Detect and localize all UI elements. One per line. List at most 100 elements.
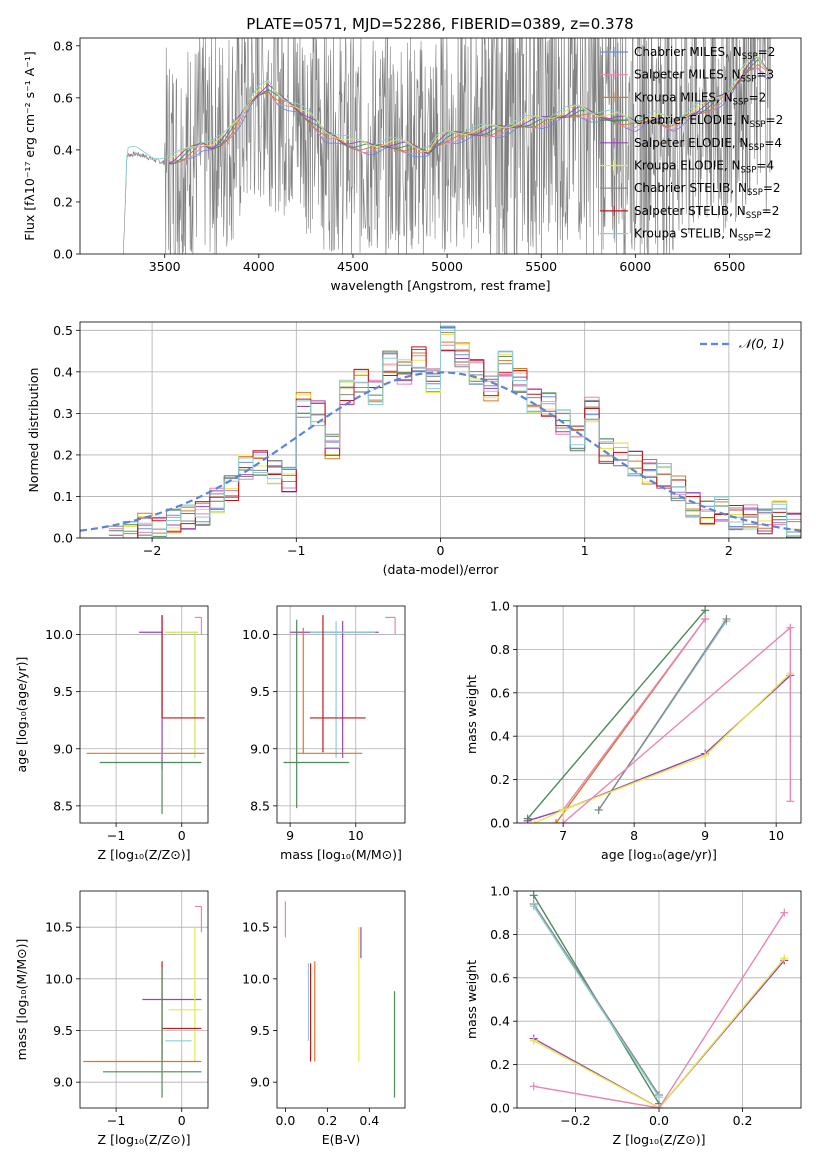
x-axis-label: wavelength [Angstrom, rest frame]	[330, 278, 550, 293]
y-axis-label: Normed distribution	[26, 368, 41, 493]
x-axis-label: mass [log₁₀(M/M⊙)]	[280, 847, 402, 862]
y-tick-label: 0.3	[53, 406, 73, 421]
x-tick-label: 0.2	[733, 1113, 753, 1128]
y-tick-label: 10.0	[45, 971, 73, 986]
x-tick-label: 8	[630, 828, 638, 843]
y-axis-label: age [log₁₀(age/yr)]	[14, 657, 29, 773]
x-tick-label: 6500	[714, 259, 746, 274]
y-tick-label: 0.8	[490, 927, 510, 942]
legend: 𝒩(0, 1)	[700, 336, 785, 351]
legend-entry: Salpeter ELODIE, NSSP=4	[634, 136, 782, 153]
x-axis-label: E(B-V)	[322, 1132, 361, 1147]
weight-marker	[552, 819, 561, 823]
y-tick-label: 1.0	[490, 599, 510, 614]
normal-curve	[80, 371, 801, 532]
y-tick-label: 0.8	[490, 642, 510, 657]
y-tick-label: 9.0	[53, 1075, 73, 1090]
weight-marker	[701, 615, 710, 624]
x-axis-label: age [log₁₀(age/yr)]	[601, 847, 717, 862]
grid	[80, 606, 208, 823]
weight-line	[533, 957, 785, 1108]
x-tick-label: 10	[768, 828, 784, 843]
legend-entry: Kroupa STELIB, NSSP=2	[634, 227, 772, 244]
plot-area	[283, 615, 396, 809]
legend-entry: Kroupa MILES, NSSP=2	[634, 90, 766, 107]
weight-marker	[523, 816, 532, 823]
x-axis-label: Z [log₁₀(Z/Z⊙)]	[613, 1132, 706, 1147]
weight-marker	[655, 1104, 663, 1108]
plot-area	[523, 606, 795, 823]
grid	[277, 606, 405, 823]
y-tick-label: 9.5	[53, 1023, 73, 1038]
y-tick-label: 0.2	[53, 447, 73, 462]
plot-area	[529, 891, 789, 1108]
x-tick-label: 2	[725, 543, 733, 558]
x-tick-label: 9	[701, 828, 709, 843]
legend-entry: Salpeter MILES, NSSP=3	[634, 68, 774, 85]
histogram-step	[108, 332, 801, 538]
weight-marker	[559, 819, 568, 823]
x-tick-label: 4500	[337, 259, 369, 274]
plot-area	[80, 325, 801, 538]
weight-line	[562, 627, 791, 823]
y-tick-label: 8.5	[53, 798, 73, 813]
panel-age-vs-Z: −1 0 8.5 9.0 9.5 10.0 Z [log₁₀(Z/Z⊙)] age [log₁…	[14, 605, 209, 862]
grid	[517, 605, 801, 824]
x-tick-label: 9	[286, 828, 294, 843]
x-tick-label: −2	[143, 543, 161, 558]
axes-frame	[516, 605, 802, 824]
weight-line	[533, 903, 660, 1096]
weight-marker	[701, 751, 710, 760]
weight-marker	[701, 606, 710, 615]
x-tick-label: 0.4	[359, 1113, 379, 1128]
panel-residuals: −2 −1 0 1 2 0.0 0.1 0.2 0.3 0.4 0.5 (data-model)/er…	[26, 321, 802, 577]
panel-weight-vs-Z: −0.2 0.0 0.2 0.0 0.2 0.4 0.6 0.8 1.0 Z [log₁₀(Z/Z…	[464, 884, 802, 1147]
legend-entry: Salpeter STELIB, NSSP=2	[634, 204, 779, 221]
plot-area	[86, 615, 205, 814]
panel-mass-vs-Z: −1 0 9.0 9.5 10.0 10.5 Z [log₁₀(Z/Z⊙)] mass [lo…	[14, 890, 209, 1147]
weight-line	[533, 905, 660, 1098]
y-tick-label: 10.0	[45, 627, 73, 642]
x-tick-label: 0	[178, 1113, 186, 1128]
weight-line	[533, 959, 785, 1108]
x-tick-label: 0.2	[317, 1113, 337, 1128]
y-tick-label: 0.0	[53, 531, 73, 546]
error-bar	[296, 627, 363, 754]
x-tick-label: 0.0	[275, 1113, 295, 1128]
y-tick-label: 0.8	[53, 38, 73, 53]
y-tick-label: 0.4	[53, 142, 73, 157]
histogram-step	[108, 346, 801, 538]
y-tick-label: 0.0	[53, 247, 73, 262]
histogram-step	[108, 328, 801, 538]
y-axis-label: mass weight	[464, 675, 479, 754]
axes-frame	[276, 890, 406, 1109]
x-tick-label: 3500	[149, 259, 181, 274]
y-tick-label: 0.6	[490, 685, 510, 700]
weight-line	[598, 618, 728, 811]
y-tick-label: 9.0	[250, 741, 270, 756]
y-tick-label: 0.6	[53, 90, 73, 105]
axes-frame	[79, 890, 209, 1109]
grid	[517, 890, 801, 1109]
y-tick-label: 10.0	[242, 971, 270, 986]
panel-mass-vs-ebv: 0.0 0.2 0.4 9.0 9.5 10.0 10.5 E(B-V)	[242, 890, 406, 1147]
x-tick-label: 4000	[243, 259, 275, 274]
legend-entry: 𝒩(0, 1)	[739, 336, 785, 351]
weight-marker	[722, 615, 731, 624]
y-tick-label: 0.2	[490, 772, 510, 787]
weight-marker	[529, 1036, 538, 1045]
y-axis-label: Flux [fλ10⁻¹⁷ erg cm⁻² s⁻¹ A⁻¹]	[22, 51, 37, 240]
x-tick-label: 0.0	[649, 1113, 669, 1128]
x-tick-label: 10	[348, 828, 364, 843]
model-spectrum-line	[124, 57, 770, 198]
weight-marker	[780, 908, 789, 917]
x-tick-label: −1	[107, 828, 125, 843]
error-bar	[283, 619, 350, 809]
panel-age-vs-mass: 9 10 8.5 9.0 9.5 10.0 mass [log₁₀(M/M⊙)]	[242, 605, 406, 862]
error-bar	[194, 905, 203, 933]
weight-line	[533, 912, 785, 1108]
legend-entry: Kroupa ELODIE, NSSP=4	[634, 159, 774, 176]
x-tick-label: 5000	[431, 259, 463, 274]
y-tick-label: 0.0	[490, 816, 510, 831]
weight-line	[527, 674, 791, 822]
